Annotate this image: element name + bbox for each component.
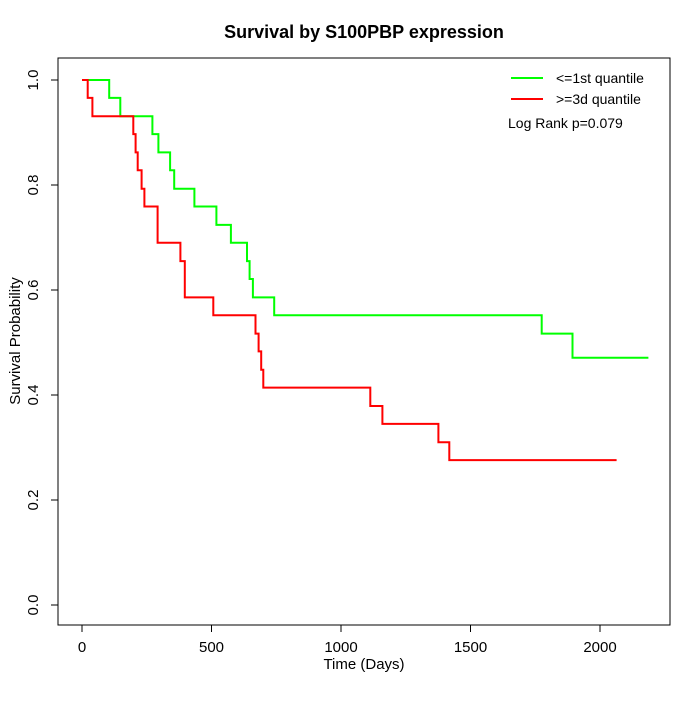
x-axis-ticks: 0 500 1000 1500 2000	[78, 625, 617, 656]
x-tick-label: 1500	[454, 639, 487, 656]
y-tick-label: 0.4	[25, 385, 42, 406]
y-axis-ticks: 0.0 0.2 0.4 0.6 0.8 1.0	[25, 70, 58, 616]
legend: <=1st quantile >=3d quantile Log Rank p=…	[508, 70, 644, 131]
y-axis-label: Survival Probability	[7, 277, 24, 405]
x-tick-label: 1000	[324, 639, 357, 656]
legend-label-third-quantile: >=3d quantile	[556, 91, 641, 107]
logrank-pvalue-annotation: Log Rank p=0.079	[508, 115, 623, 131]
survival-curve-third-quantile	[82, 79, 617, 462]
survival-curves	[82, 79, 649, 462]
legend-label-first-quantile: <=1st quantile	[556, 70, 644, 86]
chart-title: Survival by S100PBP expression	[224, 22, 504, 42]
survival-curve-first-quantile	[82, 79, 649, 359]
plot-border	[57, 57, 671, 626]
y-tick-label: 0.2	[25, 490, 42, 511]
x-tick-label: 2000	[583, 639, 616, 656]
y-tick-label: 0.6	[25, 280, 42, 301]
x-tick-label: 500	[199, 639, 224, 656]
y-tick-label: 0.8	[25, 175, 42, 196]
x-axis-label: Time (Days)	[323, 656, 404, 673]
y-tick-label: 1.0	[25, 70, 42, 91]
x-tick-label: 0	[78, 639, 86, 656]
y-tick-label: 0.0	[25, 595, 42, 616]
